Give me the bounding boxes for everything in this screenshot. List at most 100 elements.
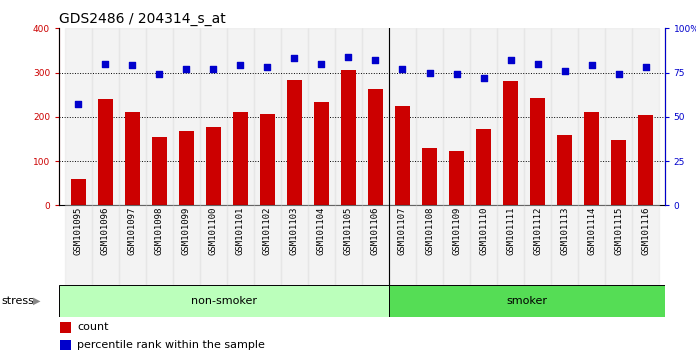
Text: GSM101097: GSM101097 — [127, 207, 136, 255]
Bar — [152, 137, 166, 205]
Bar — [449, 152, 464, 205]
Bar — [314, 102, 329, 205]
Bar — [557, 135, 572, 205]
Text: ▶: ▶ — [33, 296, 41, 306]
Bar — [422, 148, 437, 205]
Text: GSM101107: GSM101107 — [398, 207, 407, 255]
Bar — [61, 340, 71, 350]
Bar — [389, 205, 416, 285]
Text: GSM101100: GSM101100 — [209, 207, 218, 255]
Bar — [551, 205, 578, 285]
Bar — [145, 205, 173, 285]
Bar — [476, 129, 491, 205]
Bar — [71, 179, 86, 205]
Text: GSM101113: GSM101113 — [560, 207, 569, 255]
Point — [72, 102, 84, 107]
Text: smoker: smoker — [507, 296, 548, 306]
Bar — [65, 205, 92, 285]
Point — [370, 57, 381, 63]
Point — [181, 66, 192, 72]
Bar — [92, 28, 118, 205]
Text: GDS2486 / 204314_s_at: GDS2486 / 204314_s_at — [59, 12, 226, 26]
Bar — [227, 205, 254, 285]
Text: stress: stress — [1, 296, 34, 306]
Point — [343, 54, 354, 59]
Bar — [497, 28, 524, 205]
Point — [316, 61, 327, 67]
Bar — [368, 89, 383, 205]
Bar — [632, 28, 659, 205]
Bar — [287, 80, 302, 205]
Bar — [416, 205, 443, 285]
Text: GSM101116: GSM101116 — [641, 207, 650, 255]
Bar — [362, 205, 389, 285]
Point — [613, 72, 624, 77]
Bar — [173, 28, 200, 205]
Bar — [606, 28, 632, 205]
Point — [235, 63, 246, 68]
Bar — [416, 28, 443, 205]
Bar — [308, 28, 335, 205]
Text: GSM101101: GSM101101 — [236, 207, 245, 255]
Bar — [524, 205, 551, 285]
Bar — [611, 140, 626, 205]
Bar — [125, 113, 140, 205]
Bar — [254, 205, 280, 285]
Bar — [638, 115, 653, 205]
Point — [100, 61, 111, 67]
Bar — [179, 131, 193, 205]
Text: GSM101099: GSM101099 — [182, 207, 191, 255]
Point — [207, 66, 219, 72]
Text: GSM101112: GSM101112 — [533, 207, 542, 255]
Bar — [233, 113, 248, 205]
Point — [478, 75, 489, 81]
Text: GSM101105: GSM101105 — [344, 207, 353, 255]
Bar — [59, 285, 390, 317]
Bar — [443, 28, 470, 205]
Bar — [578, 205, 606, 285]
Bar — [389, 28, 416, 205]
Text: GSM101098: GSM101098 — [155, 207, 164, 255]
Text: GSM101115: GSM101115 — [615, 207, 623, 255]
Bar — [470, 28, 497, 205]
Text: GSM101108: GSM101108 — [425, 207, 434, 255]
Point — [586, 63, 597, 68]
Bar — [606, 205, 632, 285]
Point — [127, 63, 138, 68]
Bar — [341, 70, 356, 205]
Bar — [551, 28, 578, 205]
Point — [154, 72, 165, 77]
Point — [262, 64, 273, 70]
Bar — [280, 28, 308, 205]
Bar — [503, 81, 518, 205]
Text: GSM101103: GSM101103 — [290, 207, 299, 255]
Bar — [632, 205, 659, 285]
Bar — [65, 28, 92, 205]
Bar — [97, 99, 113, 205]
Point — [532, 61, 543, 67]
Bar — [308, 205, 335, 285]
Point — [424, 70, 435, 75]
Point — [397, 66, 408, 72]
Bar — [227, 28, 254, 205]
Bar — [335, 205, 362, 285]
Bar — [260, 114, 275, 205]
Text: non-smoker: non-smoker — [191, 296, 258, 306]
Bar — [443, 205, 470, 285]
Text: percentile rank within the sample: percentile rank within the sample — [77, 340, 265, 350]
Text: GSM101095: GSM101095 — [74, 207, 83, 255]
Point — [451, 72, 462, 77]
Bar — [578, 28, 606, 205]
Bar — [200, 28, 227, 205]
Bar — [584, 113, 599, 205]
Bar — [524, 28, 551, 205]
Bar — [145, 28, 173, 205]
Text: GSM101109: GSM101109 — [452, 207, 461, 255]
Bar — [470, 205, 497, 285]
Bar — [206, 127, 221, 205]
Point — [640, 64, 651, 70]
Bar — [92, 205, 118, 285]
Text: GSM101106: GSM101106 — [371, 207, 380, 255]
Point — [289, 56, 300, 61]
Text: GSM101111: GSM101111 — [506, 207, 515, 255]
